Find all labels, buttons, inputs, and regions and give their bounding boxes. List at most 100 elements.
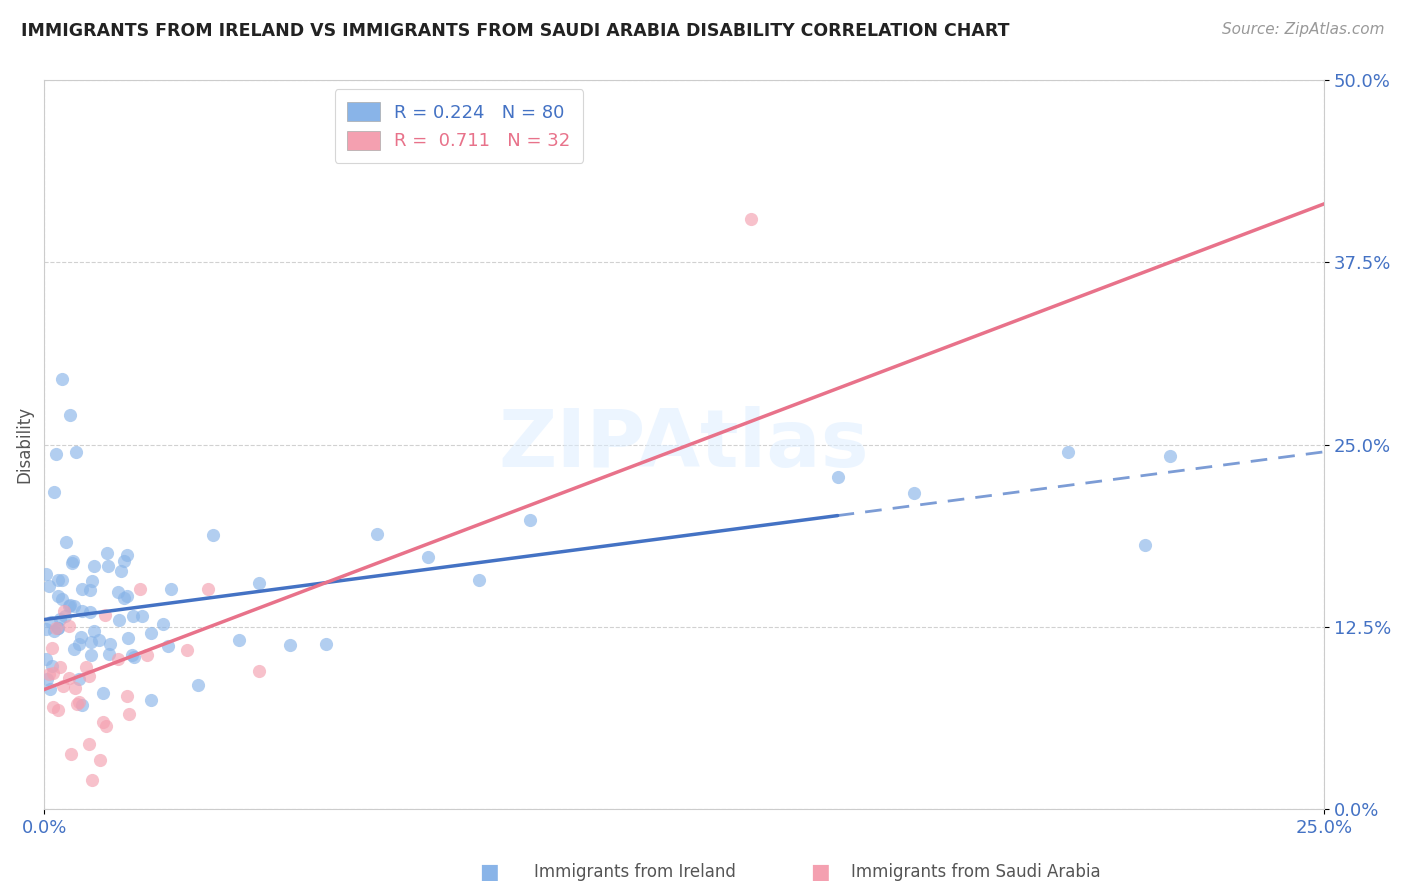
Point [69,637,91,651]
Point [83,558,105,573]
Point [740,211,762,226]
Point [58,671,80,685]
Point [107,652,129,666]
Point [51,372,73,386]
Point [79,648,101,662]
Point [228,632,250,647]
Point [202,528,225,542]
Point [122,608,145,623]
Point [131,609,153,624]
Point [97,647,120,661]
Point [35,672,58,686]
Point [55,535,77,549]
Point [519,513,541,527]
Point [39,681,62,696]
Point [117,689,139,703]
Text: ■: ■ [479,863,499,882]
Point [1159,449,1181,463]
Point [87,633,110,648]
Point [66,697,89,711]
Point [72,698,94,713]
Point [46,621,69,635]
Point [80,634,103,648]
Point [35,622,58,636]
Text: Source: ZipAtlas.com: Source: ZipAtlas.com [1222,22,1385,37]
Point [80,574,103,588]
Point [278,638,301,652]
Point [107,613,129,627]
Point [366,527,388,541]
Point [97,559,120,574]
Point [79,583,101,598]
Point [59,409,82,423]
Point [110,564,132,578]
Point [121,648,143,662]
Point [46,704,69,718]
Point [62,554,84,568]
Point [416,550,439,565]
Point [827,470,849,484]
Point [59,599,82,613]
Point [67,672,90,686]
Point [70,582,93,597]
Point [79,669,101,683]
Point [34,652,56,666]
Point [42,484,65,499]
Point [115,589,138,603]
Point [93,686,115,700]
Point [94,607,117,622]
Point [34,566,56,581]
Point [70,630,93,644]
Point [65,681,87,696]
Point [45,621,67,635]
Text: IMMIGRANTS FROM IRELAND VS IMMIGRANTS FROM SAUDI ARABIA DISABILITY CORRELATION C: IMMIGRANTS FROM IRELAND VS IMMIGRANTS FR… [21,22,1010,40]
Point [65,445,87,459]
Point [42,624,65,638]
Point [58,618,80,632]
Point [139,692,162,706]
Point [139,626,162,640]
Point [122,649,145,664]
Point [136,648,159,662]
Point [38,579,60,593]
Point [41,640,63,655]
Point [468,573,491,587]
Point [49,660,72,674]
Point [112,591,135,605]
Point [42,666,65,681]
Point [117,631,139,645]
Point [41,659,63,673]
Point [118,707,141,722]
Text: Immigrants from Saudi Arabia: Immigrants from Saudi Arabia [851,863,1101,881]
Point [115,548,138,562]
Point [80,772,103,787]
Legend: R = 0.224   N = 80, R =  0.711   N = 32: R = 0.224 N = 80, R = 0.711 N = 32 [335,89,583,163]
Text: ZIPAtlas: ZIPAtlas [499,406,869,483]
Y-axis label: Disability: Disability [15,406,32,483]
Point [89,753,111,767]
Point [156,639,179,653]
Point [83,624,105,639]
Point [42,699,65,714]
Point [187,678,209,692]
Point [70,605,93,619]
Point [247,664,270,678]
Point [60,556,83,570]
Point [79,605,101,619]
Point [96,719,118,733]
Text: Immigrants from Ireland: Immigrants from Ireland [534,863,737,881]
Point [55,609,77,624]
Point [79,737,101,751]
Point [160,582,183,596]
Point [1057,445,1080,459]
Point [197,582,219,597]
Point [75,659,97,673]
Point [48,612,70,626]
Point [46,621,69,635]
Point [96,546,118,560]
Point [46,589,69,603]
Point [1133,538,1156,552]
Text: ■: ■ [810,863,830,882]
Point [46,574,69,588]
Point [98,637,121,651]
